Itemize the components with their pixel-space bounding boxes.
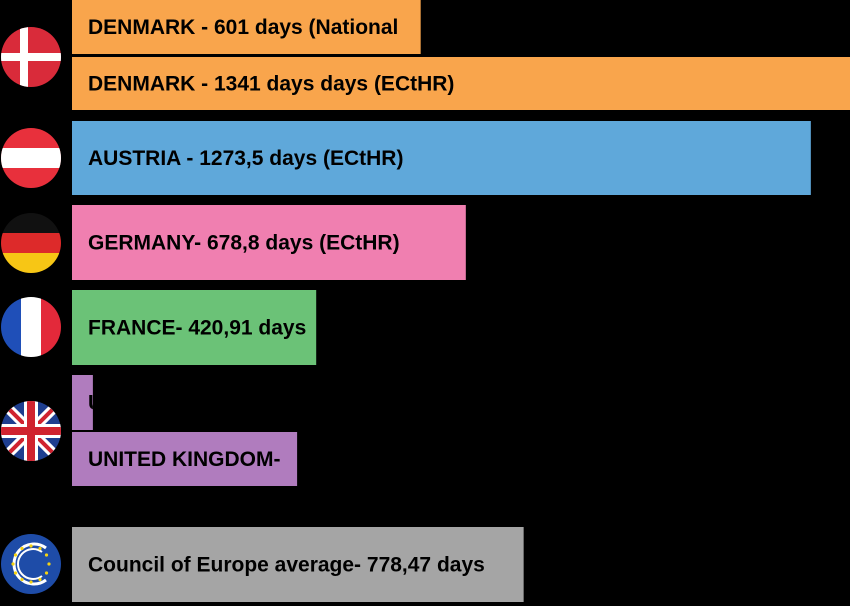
bar-group: UNITED KINGDOM- [72, 432, 298, 486]
bar [72, 121, 811, 195]
bar-label: U [88, 392, 103, 415]
bar-label: GERMANY- 678,8 days (ECtHR) [88, 232, 400, 255]
bar-group: FRANCE- 420,91 days [72, 290, 317, 365]
bar [72, 0, 421, 54]
germany-flag-icon [1, 213, 61, 273]
uk-flag-icon [1, 401, 61, 461]
bar [72, 527, 524, 602]
bar-group: AUSTRIA - 1273,5 days (ECtHR) [72, 121, 811, 195]
france-flag-icon [1, 297, 61, 357]
bar [72, 205, 466, 280]
bar-group: GERMANY- 678,8 days (ECtHR) [72, 205, 466, 280]
bar-group: Council of Europe average- 778,47 days [72, 527, 524, 602]
bar [72, 432, 298, 486]
bar-group: DENMARK - 601 days (National [72, 0, 421, 54]
bar-group: DENMARK - 1341 days days (ECtHR) [72, 57, 850, 110]
bar-label: DENMARK - 1341 days days (ECtHR) [88, 73, 454, 96]
bar-label: FRANCE- 420,91 days [88, 317, 306, 340]
bar [72, 290, 317, 365]
bar-label: Council of Europe average- 778,47 days [88, 554, 485, 577]
bar-label: DENMARK - 601 days (National [88, 16, 398, 39]
denmark-flag-icon [1, 27, 61, 87]
austria-flag-icon [1, 128, 61, 188]
bar-label: AUSTRIA - 1273,5 days (ECtHR) [88, 147, 403, 170]
bars-group: DENMARK - 601 days (National DENMARK - 13… [72, 0, 850, 602]
bar [72, 375, 93, 430]
bar [72, 57, 850, 110]
council-of-europe-flag-icon [1, 534, 61, 594]
bar-label: UNITED KINGDOM- [88, 448, 281, 471]
bar-group: U [72, 375, 103, 430]
